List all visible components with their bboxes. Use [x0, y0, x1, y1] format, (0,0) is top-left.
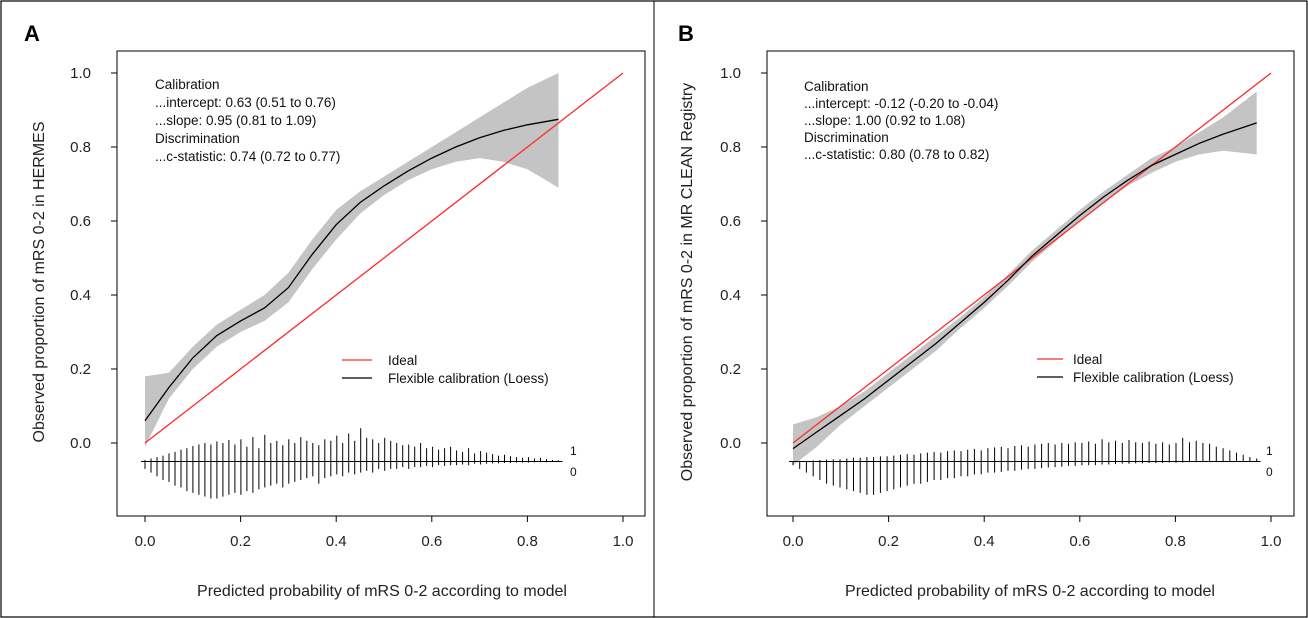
x-tick-label: 1.0 [613, 533, 634, 550]
spike-label-outcome-1: 1 [570, 444, 577, 458]
x-tick-label: 0.0 [783, 533, 804, 550]
y-tick-label: 0.6 [720, 213, 741, 230]
y-tick-label: 1.0 [70, 65, 91, 82]
annotation-line: ...slope: 1.00 (0.92 to 1.08) [804, 113, 965, 128]
x-axis-title: Predicted probability of mRS 0-2 accordi… [845, 583, 1215, 600]
confidence-band [793, 91, 1257, 466]
panel-a: A Observed proportion of mRS 0-2 in HERM… [24, 21, 646, 600]
x-tick-label: 0.0 [135, 533, 156, 550]
ideal-line [792, 72, 1272, 444]
annotation-line: Discrimination [155, 131, 240, 146]
legend-label-ideal: Ideal [388, 353, 417, 368]
legend-label-loess: Flexible calibration (Loess) [1073, 370, 1234, 385]
y-tick-label: 0.2 [720, 361, 741, 378]
x-tick-label: 0.8 [517, 533, 538, 550]
spike-label-outcome-0: 0 [570, 465, 577, 479]
y-tick-label: 0.8 [70, 139, 91, 156]
x-tick-label: 0.6 [421, 533, 442, 550]
y-tick-label: 0.8 [720, 139, 741, 156]
annotation-line: Calibration [155, 77, 220, 92]
spike-label-outcome-0: 0 [1266, 465, 1273, 479]
x-tick-label: 0.8 [1165, 533, 1186, 550]
panel-letter: B [678, 21, 694, 46]
legend-label-loess: Flexible calibration (Loess) [388, 371, 549, 386]
x-tick-label: 0.2 [230, 533, 251, 550]
y-tick-label: 0.4 [720, 287, 741, 304]
annotation-line: ...slope: 0.95 (0.81 to 1.09) [155, 113, 316, 128]
y-tick-label: 1.0 [720, 65, 741, 82]
y-axis-title: Observed proportion of mRS 0-2 in MR CLE… [679, 83, 696, 481]
x-tick-label: 0.6 [1069, 533, 1090, 550]
annotation-line: ...intercept: -0.12 (-0.20 to -0.04) [804, 96, 998, 111]
legend-label-ideal: Ideal [1073, 352, 1102, 367]
loess-calibration-line [792, 122, 1257, 450]
annotation-line: Discrimination [804, 130, 889, 145]
panel-letter: A [24, 21, 40, 46]
y-tick-label: 0.4 [70, 287, 91, 304]
confidence-band [145, 73, 559, 447]
x-tick-label: 0.2 [878, 533, 899, 550]
loess-calibration-line [144, 118, 559, 422]
annotation-line: Calibration [804, 79, 869, 94]
ideal-line [144, 72, 624, 444]
x-tick-label: 0.4 [974, 533, 995, 550]
spike-label-outcome-1: 1 [1266, 444, 1273, 458]
y-tick-label: 0.0 [70, 435, 91, 452]
y-tick-label: 0.6 [70, 213, 91, 230]
y-tick-label: 0.0 [720, 435, 741, 452]
annotation-line: ...c-statistic: 0.74 (0.72 to 0.77) [155, 149, 340, 164]
x-tick-label: 1.0 [1261, 533, 1282, 550]
annotation-line: ...intercept: 0.63 (0.51 to 0.76) [155, 95, 336, 110]
y-tick-label: 0.2 [70, 361, 91, 378]
x-tick-label: 0.4 [326, 533, 347, 550]
y-axis-title: Observed proportion of mRS 0-2 in HERMES [31, 121, 48, 442]
annotation-line: ...c-statistic: 0.80 (0.78 to 0.82) [804, 147, 989, 162]
panel-b: B Observed proportion of mRS 0-2 in MR C… [678, 21, 1295, 600]
x-axis-title: Predicted probability of mRS 0-2 accordi… [197, 583, 567, 600]
